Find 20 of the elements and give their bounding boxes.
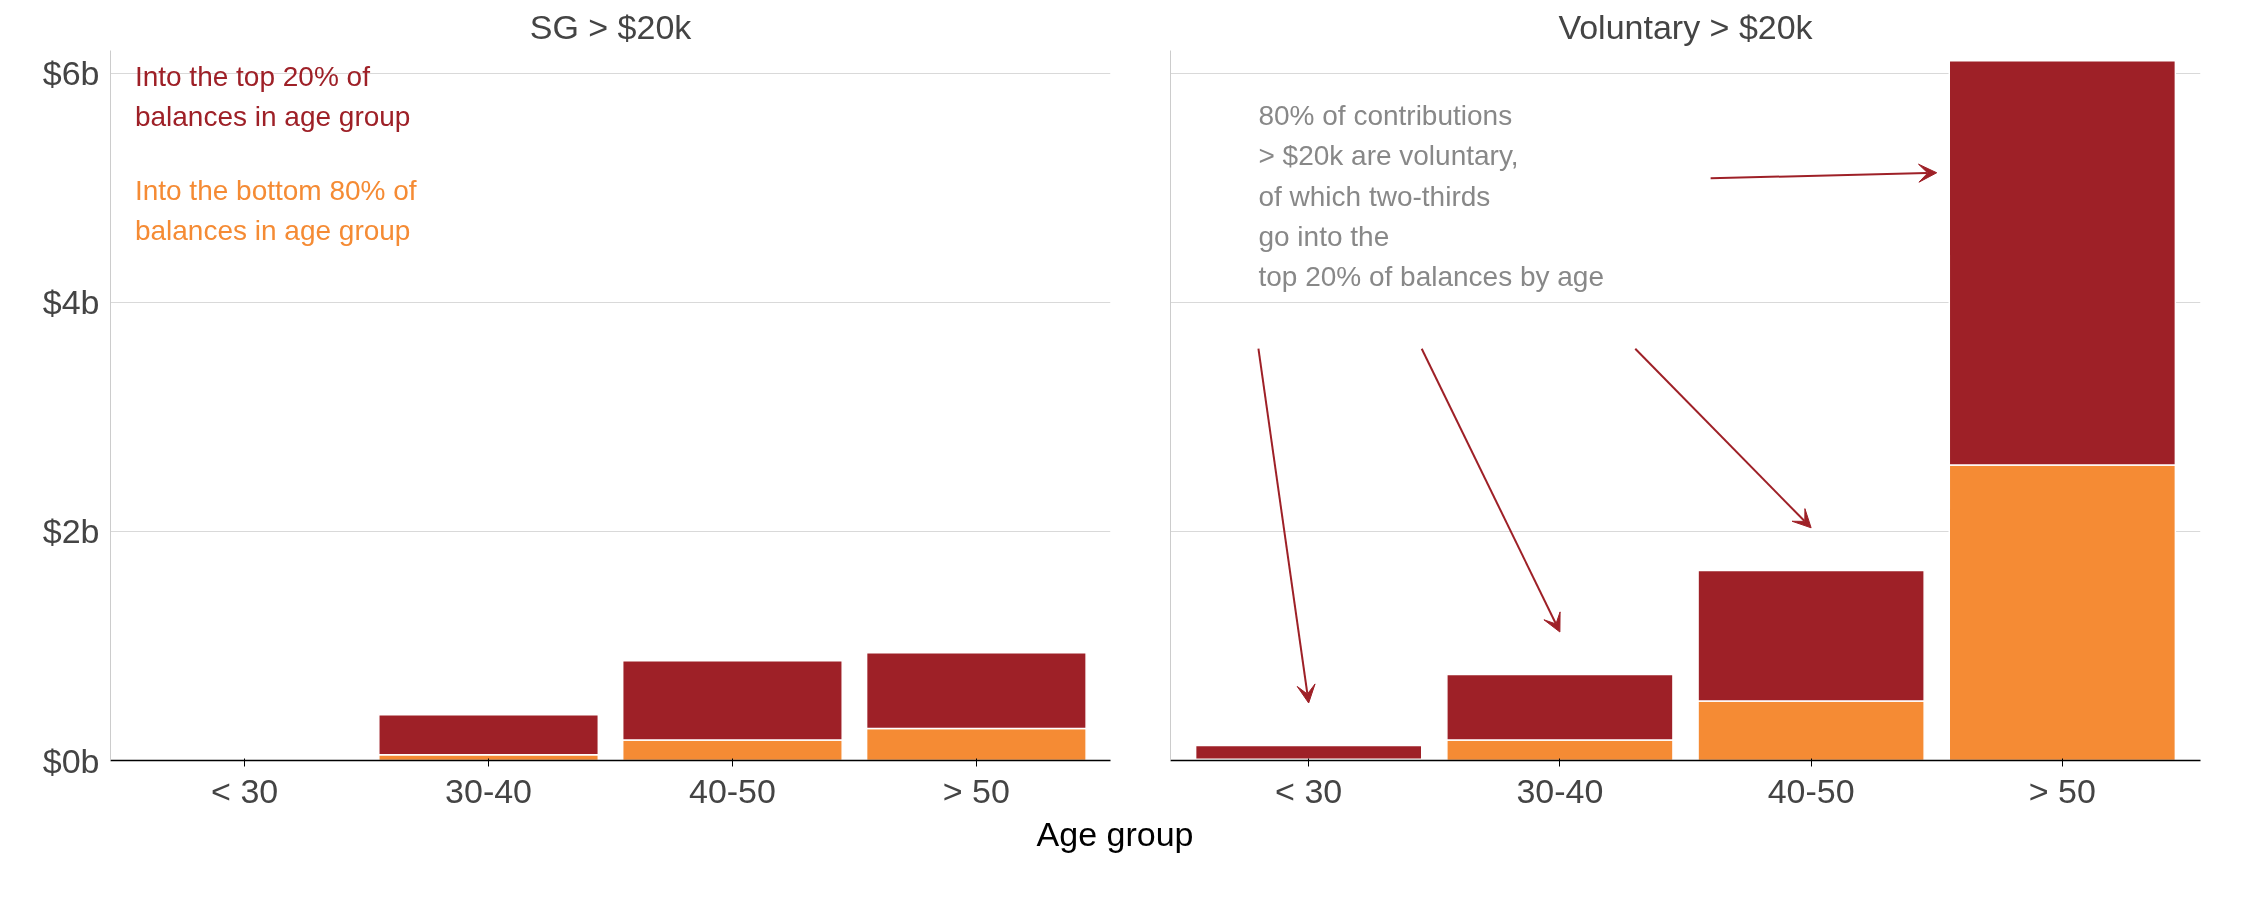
chart-title: Voluntary > $20k — [1558, 7, 1814, 46]
bar — [1194, 744, 1423, 761]
y-tick-label: $2b — [42, 512, 100, 551]
annotation: 80% of contributions > $20k are voluntary, of which two-thirds go into the top 20% of balances by age — [1258, 100, 1605, 293]
x-tick-label: 40-50 — [1767, 771, 1855, 810]
y-tick-label: $4b — [42, 283, 100, 322]
y-tick-label: $6b — [42, 54, 100, 93]
y-tick-label: $0b — [42, 741, 100, 780]
x-tick-label: 40-50 — [688, 771, 776, 810]
x-tick-label: < 30 — [1275, 771, 1343, 810]
x-tick-label: > 50 — [2028, 771, 2096, 810]
x-axis-title: Age group — [1036, 814, 1194, 855]
x-tick-label: > 50 — [942, 771, 1010, 810]
x-tick-label: 30-40 — [445, 771, 533, 810]
bar — [378, 713, 600, 756]
text: Into the top 20% of balances in age group — [134, 61, 411, 133]
x-tick-label: < 30 — [211, 771, 279, 810]
chart-title: SG > $20k — [529, 7, 693, 46]
x-tick-label: 30-40 — [1516, 771, 1604, 810]
text: Into the bottom 80% of balances in age group — [134, 174, 417, 247]
